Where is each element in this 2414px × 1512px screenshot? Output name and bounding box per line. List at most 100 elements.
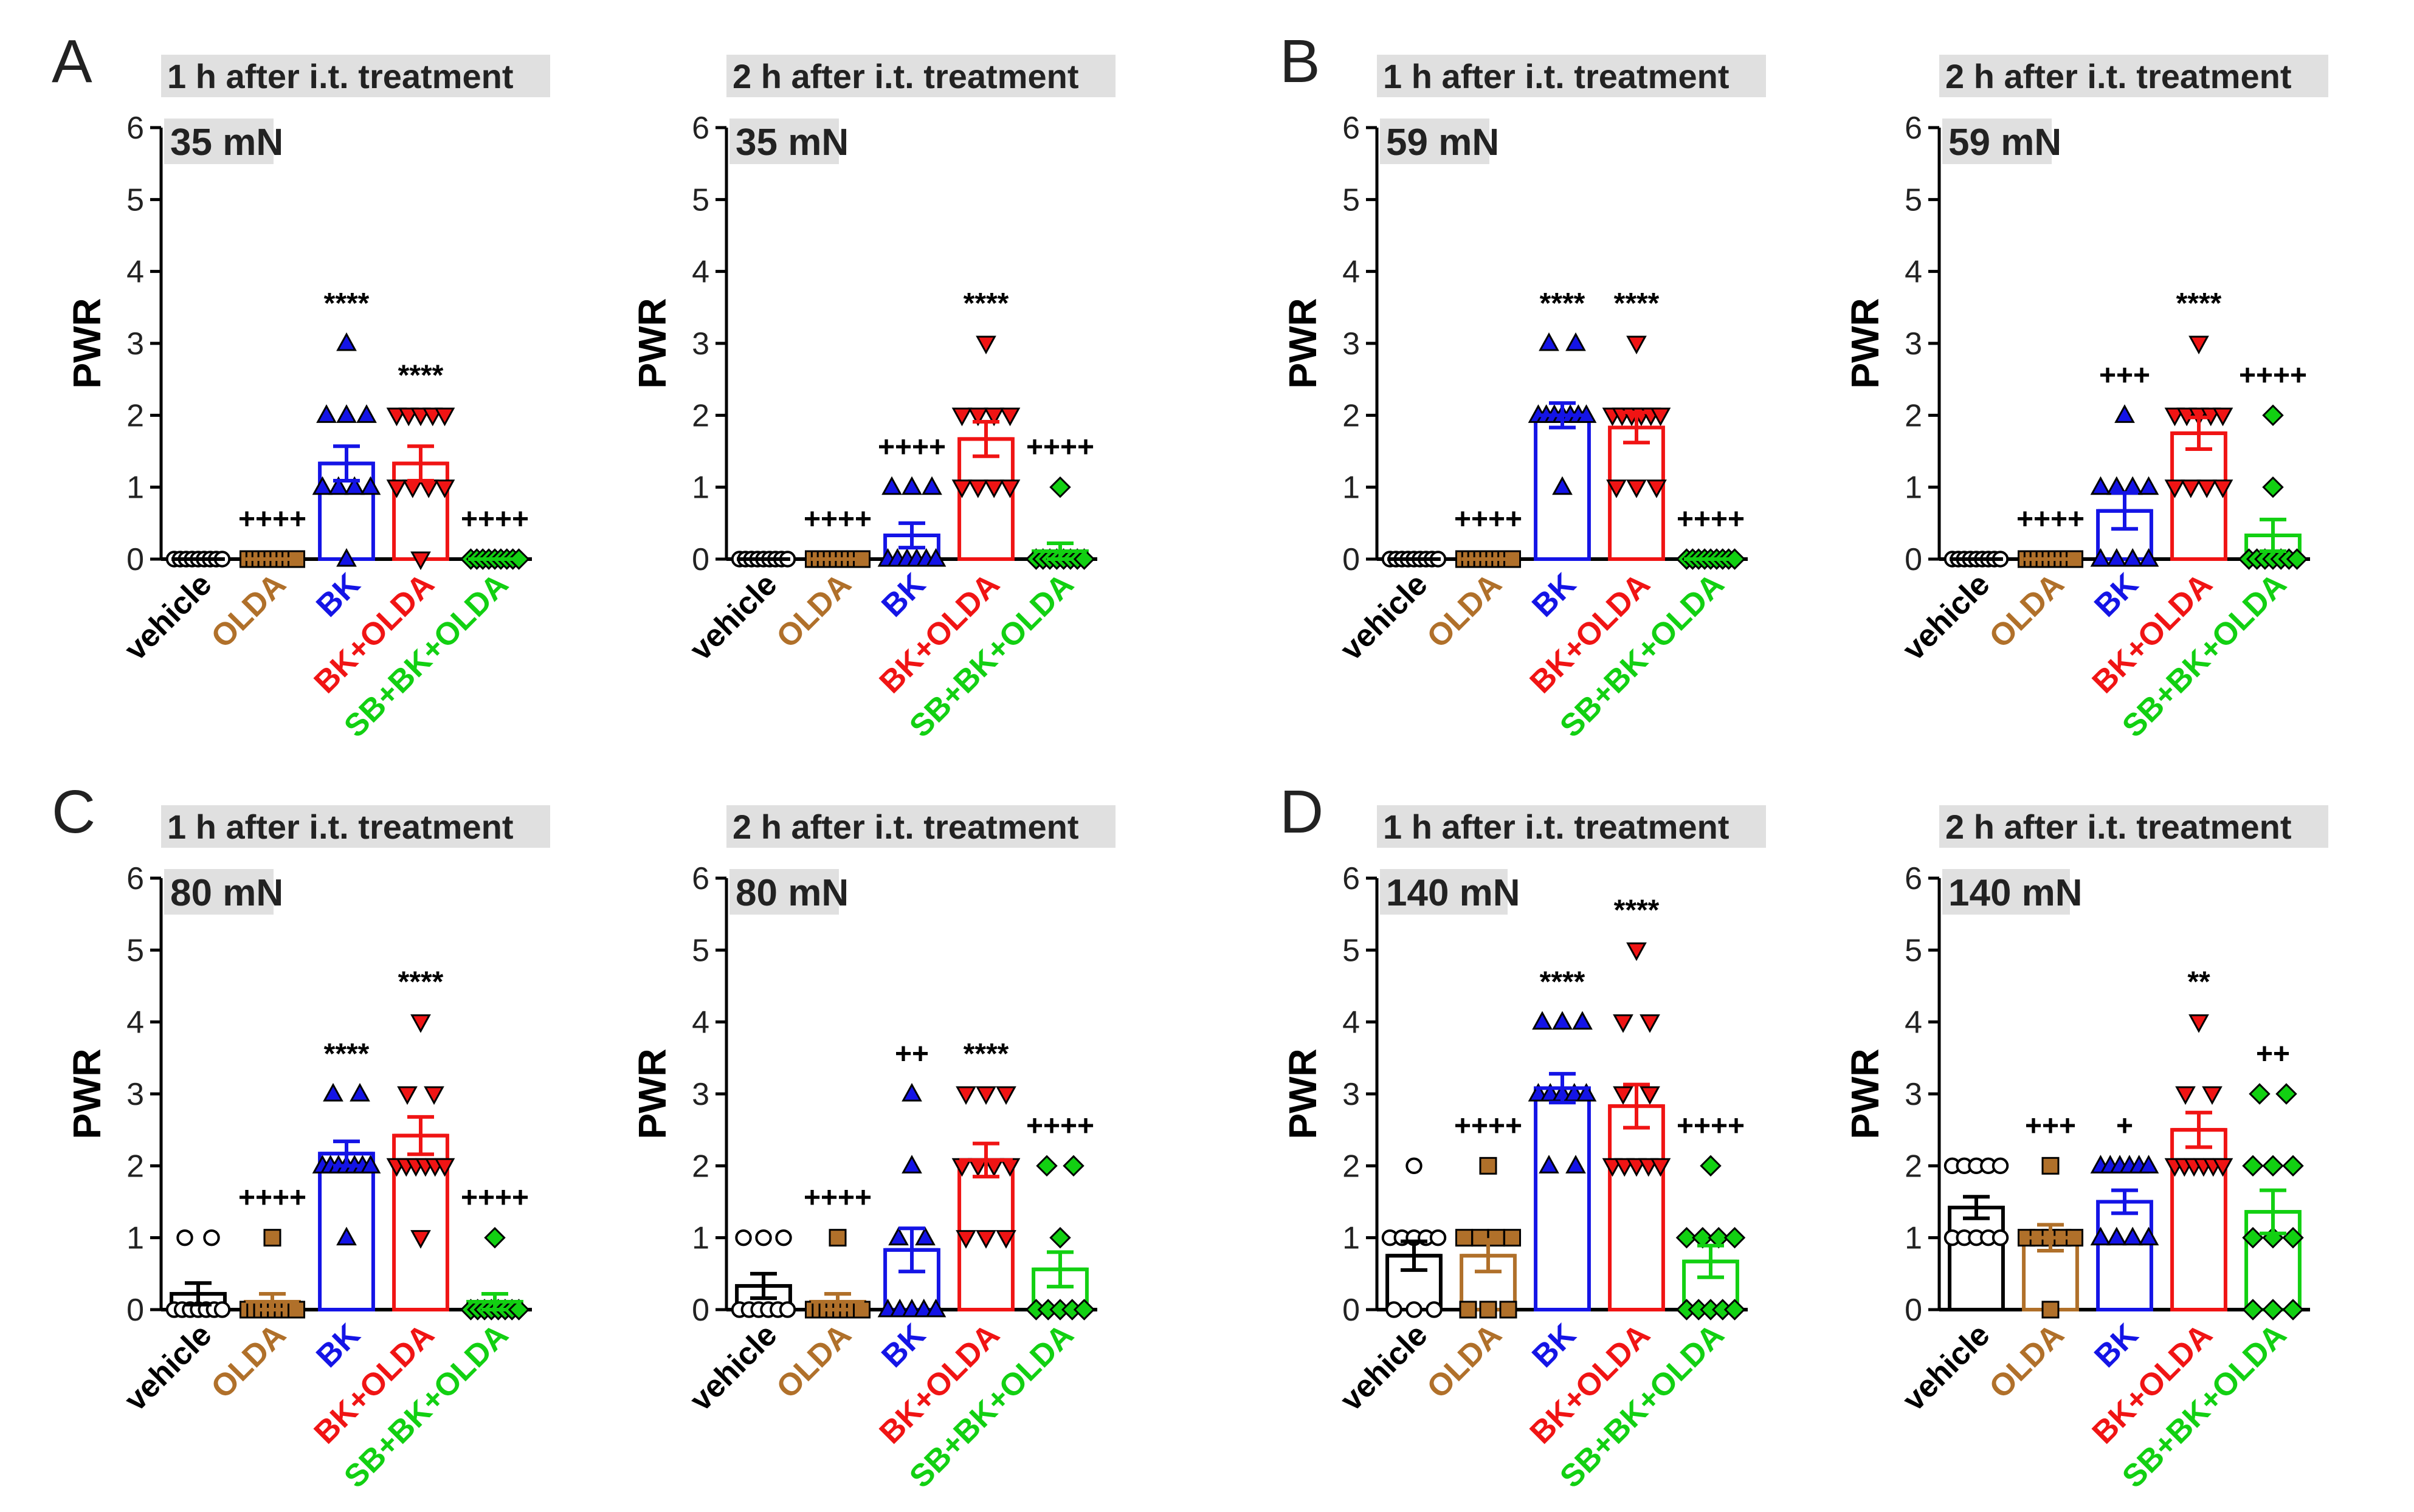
significance-label: ++++ bbox=[804, 1182, 872, 1214]
chart-subtitle-box bbox=[164, 869, 274, 915]
x-tick-label: BK bbox=[1525, 1317, 1582, 1374]
y-tick-label: 1 bbox=[1342, 1221, 1360, 1256]
data-point bbox=[2188, 335, 2209, 355]
x-tick-label: BK bbox=[2088, 1317, 2145, 1374]
data-point bbox=[1626, 335, 1647, 355]
x-tick-label: BK bbox=[309, 1317, 367, 1374]
y-axis-label: PWR bbox=[630, 298, 674, 388]
bar-group-olda: ++++ OLDA bbox=[1420, 1110, 1522, 1405]
data-point bbox=[1471, 1229, 1489, 1247]
data-point bbox=[984, 407, 1005, 427]
y-tick-label: 2 bbox=[1342, 398, 1360, 433]
chart-title-box bbox=[726, 55, 1116, 97]
data-point bbox=[779, 1301, 796, 1318]
bar-group-bk: + BK bbox=[2088, 1110, 2159, 1375]
chart-title-box bbox=[161, 805, 550, 848]
chart-subtitle: 35 mN bbox=[736, 122, 849, 163]
y-axis-label: PWR bbox=[1281, 298, 1325, 388]
y-axis-label: PWR bbox=[630, 1048, 674, 1139]
data-point bbox=[1626, 1158, 1647, 1177]
data-point bbox=[1063, 1155, 1085, 1177]
y-tick-label: 5 bbox=[692, 933, 709, 968]
bar-group-bk: **** BK bbox=[1525, 287, 1597, 624]
significance-label: ++++ bbox=[461, 1182, 529, 1214]
data-point bbox=[2275, 1083, 2297, 1105]
data-point bbox=[1723, 1226, 1746, 1249]
chart-title-box bbox=[726, 805, 1116, 848]
x-tick-label: BK bbox=[2088, 566, 2145, 624]
y-tick-label: 3 bbox=[692, 326, 709, 362]
data-point bbox=[735, 1229, 752, 1246]
significance-label: ++++ bbox=[1026, 1110, 1094, 1142]
y-tick-label: 0 bbox=[1342, 1293, 1360, 1328]
data-point bbox=[1455, 1229, 1473, 1247]
data-point bbox=[1487, 1229, 1505, 1247]
y-tick-label: 5 bbox=[692, 182, 709, 218]
data-point bbox=[1650, 1158, 1671, 1177]
data-point bbox=[418, 479, 440, 498]
y-tick-label: 1 bbox=[692, 470, 709, 506]
data-point bbox=[2262, 1155, 2284, 1177]
data-point bbox=[2106, 1226, 2127, 1246]
data-point bbox=[360, 1155, 381, 1174]
data-point bbox=[336, 548, 357, 567]
significance-label: **** bbox=[1540, 966, 1585, 998]
chart-subtitle-box bbox=[1942, 869, 2070, 915]
data-point bbox=[1565, 1155, 1586, 1174]
x-tick-label: vehicle bbox=[683, 566, 784, 667]
panel-letter-a: A bbox=[52, 27, 92, 95]
y-tick-label: 0 bbox=[1905, 1293, 1922, 1328]
y-tick-label: 5 bbox=[1905, 182, 1922, 218]
x-tick-label: OLDA bbox=[204, 1317, 292, 1405]
chart-b-1h: 1 h after i.t. treatment 59 mN 0 1 2 3 4 5 6 PWR v… bbox=[1281, 55, 1766, 744]
data-point bbox=[1650, 407, 1671, 427]
data-point bbox=[1426, 1301, 1443, 1318]
y-tick-label: 2 bbox=[126, 1149, 144, 1184]
data-point bbox=[336, 404, 357, 423]
significance-label: ++++ bbox=[1454, 1110, 1522, 1142]
significance-label: +++ bbox=[2025, 1110, 2076, 1142]
significance-label: + bbox=[2116, 1110, 2133, 1142]
data-point bbox=[203, 1229, 220, 1246]
data-point bbox=[2212, 1158, 2233, 1177]
panel-letter-d: D bbox=[1280, 778, 1323, 846]
data-point bbox=[410, 407, 431, 427]
y-axis-label: PWR bbox=[65, 1048, 109, 1139]
chart-title-box bbox=[1377, 55, 1766, 97]
y-tick-label: 1 bbox=[1342, 470, 1360, 506]
data-point bbox=[336, 1226, 357, 1246]
data-point bbox=[344, 476, 365, 495]
significance-label: **** bbox=[398, 966, 444, 998]
y-tick-label: 6 bbox=[126, 861, 144, 896]
y-tick-label: 1 bbox=[692, 1221, 709, 1256]
chart-d-1h: 1 h after i.t. treatment 140 mN 0 1 2 3 4 5 6 PWR… bbox=[1281, 805, 1766, 1495]
significance-label: ++++ bbox=[1677, 503, 1745, 535]
chart-subtitle: 59 mN bbox=[1948, 122, 2061, 163]
bar-group-olda: ++++ OLDA bbox=[1982, 503, 2085, 655]
data-point bbox=[951, 407, 973, 427]
significance-label: **** bbox=[1614, 287, 1660, 320]
bar bbox=[1534, 1086, 1591, 1311]
data-point bbox=[2114, 404, 2135, 423]
data-point bbox=[951, 479, 973, 498]
bar-group-bk: ++++ BK bbox=[875, 431, 947, 624]
data-point bbox=[2041, 1301, 2060, 1319]
chart-subtitle-box bbox=[729, 119, 839, 164]
x-tick-label: vehicle bbox=[118, 1317, 219, 1418]
chart-c-1h: 1 h after i.t. treatment 80 mN 0 1 2 3 4 5 6 PWR v… bbox=[65, 805, 550, 1495]
data-point bbox=[1036, 1155, 1058, 1177]
y-tick-label: 4 bbox=[126, 255, 144, 290]
data-point bbox=[2212, 479, 2233, 498]
data-point bbox=[398, 407, 419, 427]
data-point bbox=[1528, 1082, 1549, 1102]
chart-title: 2 h after i.t. treatment bbox=[733, 808, 1078, 846]
y-tick-label: 3 bbox=[126, 1077, 144, 1112]
chart-a-2h: 2 h after i.t. treatment 35 mN 0 1 2 3 4 5 6 PWR v… bbox=[630, 55, 1116, 744]
data-point bbox=[1540, 1082, 1561, 1102]
data-point bbox=[1565, 332, 1586, 351]
data-point bbox=[316, 404, 337, 423]
chart-title: 2 h after i.t. treatment bbox=[733, 57, 1078, 95]
significance-label: ++++ bbox=[461, 503, 529, 535]
chart-subtitle: 80 mN bbox=[736, 872, 849, 914]
